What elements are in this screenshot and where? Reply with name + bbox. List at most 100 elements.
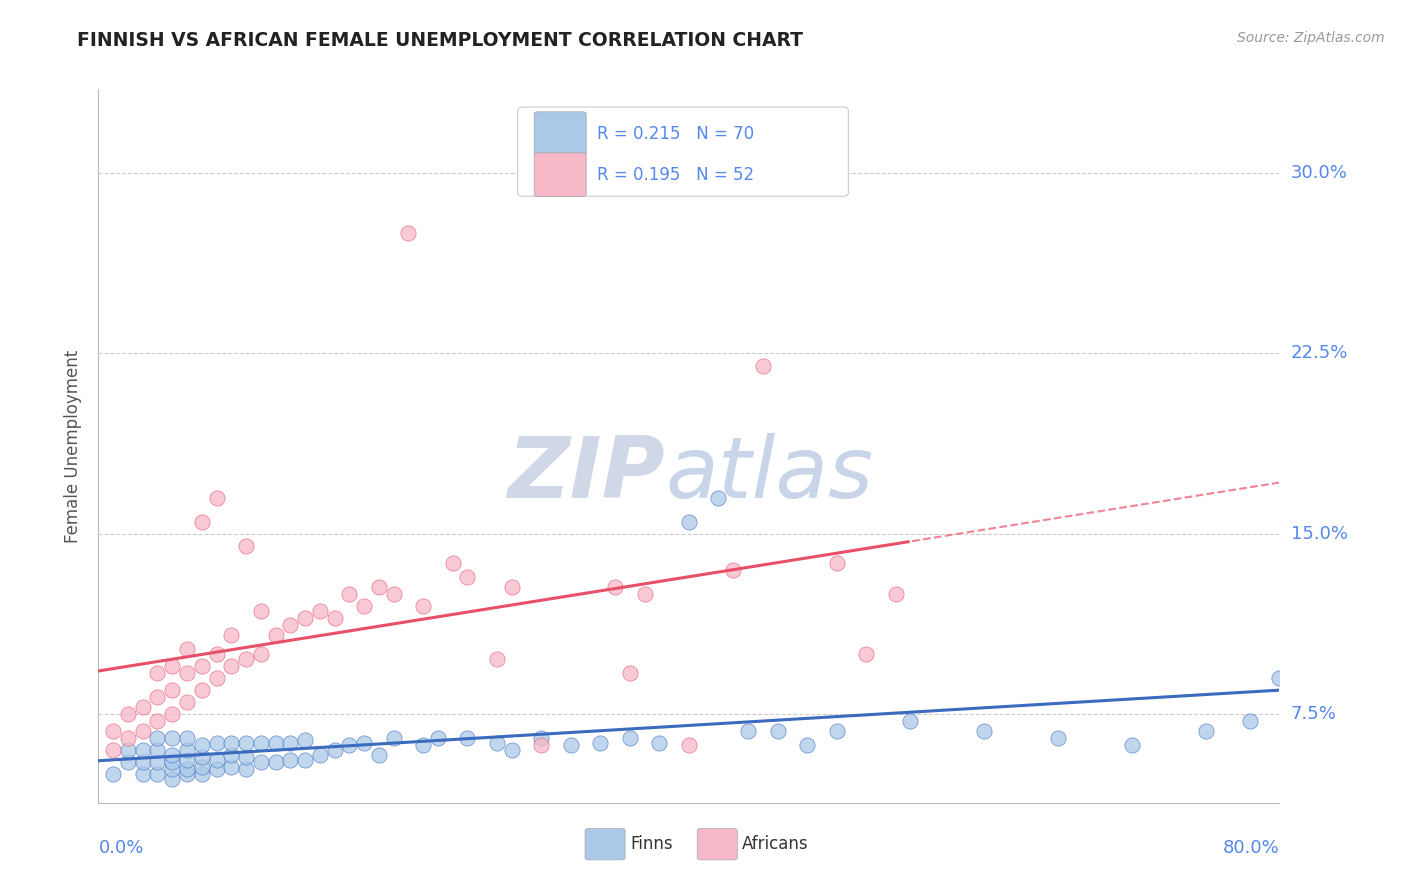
Point (132, 699, 155, 714)
Point (103, 767, 125, 781)
Point (176, 762, 198, 776)
Point (530, 738, 553, 752)
Point (309, 747, 332, 762)
Point (146, 767, 169, 781)
Point (176, 642, 198, 657)
Text: 7.5%: 7.5% (1291, 705, 1337, 723)
Point (191, 658, 214, 673)
Point (205, 753, 228, 767)
Point (146, 714, 169, 728)
Point (294, 733, 316, 747)
Point (382, 587, 405, 601)
Point (221, 747, 243, 762)
Point (825, 723, 848, 738)
Point (176, 767, 198, 781)
Point (117, 743, 139, 757)
Point (486, 651, 509, 665)
Point (264, 736, 287, 750)
Point (162, 658, 183, 673)
Point (205, 736, 228, 750)
Point (146, 755, 169, 769)
Point (707, 491, 730, 505)
Text: 15.0%: 15.0% (1291, 524, 1347, 542)
Point (339, 587, 361, 601)
Point (339, 738, 361, 752)
Point (412, 599, 434, 613)
Point (648, 736, 671, 750)
Text: atlas: atlas (665, 433, 873, 516)
Point (221, 627, 243, 641)
Point (825, 556, 848, 570)
Point (191, 760, 214, 774)
Point (132, 755, 155, 769)
Point (353, 736, 375, 750)
Point (176, 731, 198, 745)
Point (162, 731, 183, 745)
Point (973, 723, 995, 738)
Point (441, 556, 464, 570)
Point (309, 604, 332, 618)
Text: R = 0.215   N = 70: R = 0.215 N = 70 (596, 125, 754, 143)
Point (176, 753, 198, 767)
Text: FINNISH VS AFRICAN FEMALE UNEMPLOYMENT CORRELATION CHART: FINNISH VS AFRICAN FEMALE UNEMPLOYMENT C… (77, 31, 803, 50)
Point (1046, 731, 1070, 745)
Point (486, 736, 509, 750)
Point (1268, 671, 1291, 685)
Point (619, 666, 641, 681)
Point (678, 515, 700, 529)
Point (280, 753, 302, 767)
Point (221, 736, 243, 750)
Point (191, 682, 214, 697)
Point (368, 747, 391, 762)
Point (855, 647, 877, 661)
Point (162, 772, 183, 786)
Point (176, 743, 198, 757)
Point (162, 747, 183, 762)
Text: Finns: Finns (630, 835, 672, 853)
Point (235, 750, 257, 764)
Point (796, 738, 818, 752)
FancyBboxPatch shape (697, 829, 737, 860)
Text: 22.5%: 22.5% (1291, 344, 1348, 362)
Point (176, 695, 198, 709)
Point (589, 736, 612, 750)
Point (205, 671, 228, 685)
Point (162, 762, 183, 776)
Point (162, 706, 183, 721)
Point (1239, 714, 1261, 728)
Point (398, 227, 420, 241)
Point (191, 738, 214, 752)
Point (117, 755, 139, 769)
Text: Source: ZipAtlas.com: Source: ZipAtlas.com (1237, 31, 1385, 45)
Point (235, 762, 257, 776)
Point (323, 743, 346, 757)
Point (235, 651, 257, 665)
FancyBboxPatch shape (534, 112, 586, 155)
Point (501, 743, 523, 757)
Point (619, 731, 641, 745)
Point (221, 760, 243, 774)
Point (884, 587, 907, 601)
Point (264, 755, 287, 769)
Text: R = 0.195   N = 52: R = 0.195 N = 52 (596, 166, 754, 184)
Point (264, 627, 287, 641)
Point (235, 736, 257, 750)
Point (103, 723, 125, 738)
Point (605, 580, 627, 594)
Point (162, 755, 183, 769)
Point (250, 736, 273, 750)
Point (205, 491, 228, 505)
Point (146, 690, 169, 704)
Point (900, 714, 922, 728)
Point (162, 682, 183, 697)
Point (766, 723, 789, 738)
Point (280, 736, 302, 750)
Y-axis label: Female Unemployment: Female Unemployment (63, 350, 82, 542)
Point (132, 767, 155, 781)
Point (146, 743, 169, 757)
Point (457, 570, 479, 584)
FancyBboxPatch shape (585, 829, 626, 860)
Text: 80.0%: 80.0% (1223, 838, 1279, 857)
Point (723, 563, 745, 577)
Point (634, 587, 657, 601)
